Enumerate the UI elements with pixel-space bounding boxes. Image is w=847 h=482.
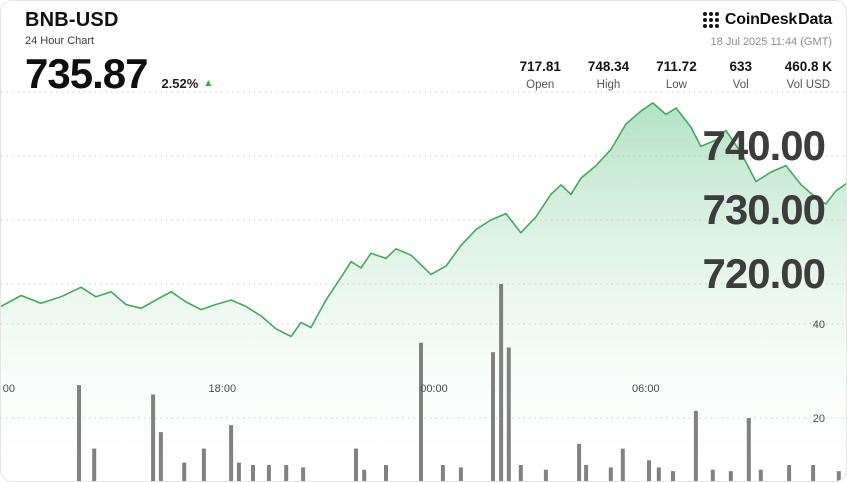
brand-name: CoinDeskData [725, 11, 832, 29]
brand-name-primary: CoinDesk [724, 11, 798, 28]
chart-subtitle: 24 Hour Chart [25, 35, 95, 47]
header-left: BNB-USD 24 Hour Chart 735.87 2.52% ▲ [25, 9, 213, 95]
stat-value: 460.8 K [784, 59, 832, 74]
stat-value: 748.34 [587, 59, 630, 74]
brand-name-secondary: Data [798, 11, 832, 28]
stat-label: High [596, 79, 621, 91]
coindesk-logo-icon [702, 12, 719, 28]
svg-text:730.00: 730.00 [703, 186, 825, 233]
stat-value: 717.81 [519, 59, 561, 74]
svg-text:06:00: 06:00 [632, 383, 660, 395]
stat-label: Open [526, 79, 555, 91]
stat-high: 748.34 High [588, 59, 629, 91]
coindesk-data-logo[interactable]: CoinDeskData [520, 11, 832, 29]
header-right: CoinDeskData 18 Jul 2025 11:44 (GMT) 717… [520, 11, 833, 91]
svg-text:720.00: 720.00 [703, 250, 825, 297]
svg-text:20: 20 [813, 413, 825, 425]
stat-low: 711.72 Low [656, 59, 697, 91]
svg-text:740.00: 740.00 [703, 122, 825, 169]
stat-vol-usd: 460.8 K Vol USD [785, 59, 832, 91]
stat-value: 633 [729, 59, 752, 74]
up-arrow-icon: ▲ [203, 77, 214, 89]
stat-label: Vol USD [786, 79, 831, 91]
last-price: 735.87 [25, 50, 148, 97]
change-percent: 2.52% [161, 76, 199, 91]
price-change: 2.52% ▲ [161, 76, 213, 91]
svg-text:18:00: 18:00 [209, 383, 237, 395]
stat-vol: 633 Vol [724, 59, 758, 91]
svg-text:00: 00 [3, 383, 15, 395]
svg-text:00:00: 00:00 [420, 383, 448, 395]
svg-text:40: 40 [813, 319, 825, 331]
price-row: 735.87 2.52% ▲ [25, 53, 213, 95]
stats-row: 717.81 Open 748.34 High 711.72 Low 633 V… [520, 59, 832, 91]
stat-value: 711.72 [656, 59, 697, 74]
chart-timestamp: 18 Jul 2025 11:44 (GMT) [710, 36, 832, 48]
stat-label: Vol [732, 79, 749, 91]
symbol-title: BNB-USD [25, 9, 119, 31]
stat-label: Low [665, 79, 687, 91]
stat-open: 717.81 Open [520, 59, 561, 91]
